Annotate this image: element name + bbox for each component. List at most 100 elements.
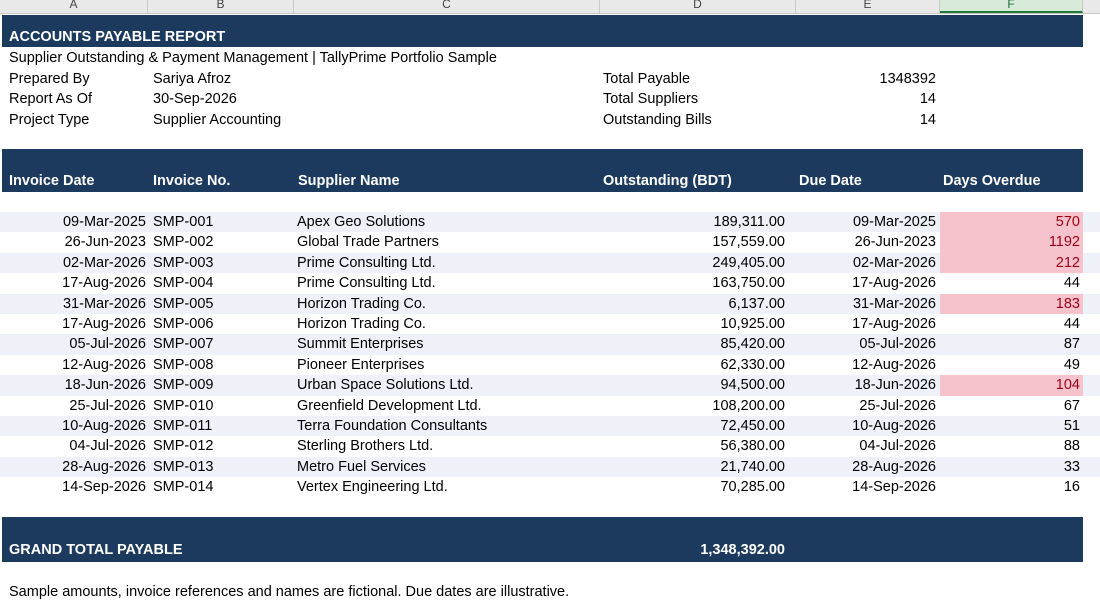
- invoice-date-cell[interactable]: 31-Mar-2026: [62, 295, 146, 312]
- days-overdue-cell[interactable]: 51: [1063, 418, 1080, 434]
- column-header-a[interactable]: A: [0, 0, 148, 13]
- header-outstanding[interactable]: Outstanding (BDT): [603, 173, 732, 189]
- days-overdue-cell[interactable]: 44: [1063, 316, 1080, 332]
- grand-total-value[interactable]: 1,348,392.00: [700, 542, 785, 558]
- outstanding-cell[interactable]: 157,559.00: [712, 234, 785, 251]
- days-overdue-cell[interactable]: 67: [1063, 397, 1080, 414]
- outstanding-cell[interactable]: 163,750.00: [712, 275, 785, 292]
- total-suppliers-value[interactable]: 14: [919, 91, 936, 107]
- invoice-date-cell[interactable]: 17-Aug-2026: [62, 316, 146, 332]
- supplier-name-cell[interactable]: Sterling Brothers Ltd.: [297, 438, 434, 455]
- invoice-no-cell[interactable]: SMP-009: [153, 377, 214, 394]
- due-date-cell[interactable]: 17-Aug-2026: [852, 275, 936, 292]
- outstanding-cell[interactable]: 94,500.00: [720, 377, 785, 394]
- days-overdue-cell[interactable]: 88: [1063, 438, 1080, 455]
- outstanding-cell[interactable]: 56,380.00: [720, 438, 785, 455]
- invoice-no-cell[interactable]: SMP-014: [153, 479, 214, 496]
- invoice-no-cell[interactable]: SMP-003: [153, 254, 214, 271]
- outstanding-cell[interactable]: 249,405.00: [712, 254, 785, 271]
- invoice-no-cell[interactable]: SMP-004: [153, 275, 214, 292]
- invoice-date-cell[interactable]: 17-Aug-2026: [62, 275, 146, 292]
- supplier-name-cell[interactable]: Greenfield Development Ltd.: [297, 397, 482, 414]
- supplier-name-cell[interactable]: Metro Fuel Services: [297, 458, 426, 475]
- invoice-no-cell[interactable]: SMP-008: [153, 356, 214, 373]
- due-date-cell[interactable]: 02-Mar-2026: [852, 254, 936, 271]
- invoice-no-cell[interactable]: SMP-012: [153, 438, 214, 455]
- days-overdue-cell[interactable]: 212: [940, 252, 1083, 274]
- invoice-no-cell[interactable]: SMP-001: [153, 214, 214, 230]
- column-header-f[interactable]: F: [940, 0, 1083, 13]
- header-days-overdue[interactable]: Days Overdue: [943, 173, 1041, 189]
- days-overdue-cell[interactable]: 44: [1063, 275, 1080, 292]
- due-date-cell[interactable]: 26-Jun-2023: [854, 234, 936, 251]
- invoice-no-cell[interactable]: SMP-002: [153, 234, 214, 251]
- invoice-date-cell[interactable]: 05-Jul-2026: [69, 336, 146, 353]
- invoice-date-cell[interactable]: 10-Aug-2026: [62, 418, 146, 434]
- outstanding-bills-value[interactable]: 14: [919, 112, 936, 128]
- header-due-date[interactable]: Due Date: [799, 173, 862, 189]
- supplier-name-cell[interactable]: Urban Space Solutions Ltd.: [297, 377, 474, 394]
- outstanding-cell[interactable]: 10,925.00: [720, 316, 785, 332]
- outstanding-cell[interactable]: 21,740.00: [720, 458, 785, 475]
- days-overdue-cell[interactable]: 33: [1063, 458, 1080, 475]
- column-header-d[interactable]: D: [600, 0, 796, 13]
- invoice-no-cell[interactable]: SMP-011: [153, 418, 213, 434]
- outstanding-cell[interactable]: 62,330.00: [720, 356, 785, 373]
- days-overdue-cell[interactable]: 16: [1063, 479, 1080, 496]
- supplier-name-cell[interactable]: Terra Foundation Consultants: [297, 418, 488, 434]
- days-overdue-cell[interactable]: 183: [940, 293, 1083, 314]
- outstanding-cell[interactable]: 70,285.00: [720, 479, 785, 496]
- days-overdue-cell[interactable]: 87: [1063, 336, 1080, 353]
- invoice-no-cell[interactable]: SMP-010: [153, 397, 214, 414]
- supplier-name-cell[interactable]: Horizon Trading Co.: [297, 316, 426, 332]
- outstanding-cell[interactable]: 108,200.00: [712, 397, 785, 414]
- column-header-c[interactable]: C: [294, 0, 600, 13]
- outstanding-cell[interactable]: 6,137.00: [728, 295, 785, 312]
- outstanding-cell[interactable]: 72,450.00: [720, 418, 785, 434]
- header-supplier-name[interactable]: Supplier Name: [298, 173, 400, 189]
- supplier-name-cell[interactable]: Global Trade Partners: [297, 234, 439, 251]
- invoice-date-cell[interactable]: 09-Mar-2025: [62, 214, 146, 230]
- supplier-name-cell[interactable]: Summit Enterprises: [297, 336, 424, 353]
- invoice-no-cell[interactable]: SMP-013: [153, 458, 214, 475]
- due-date-cell[interactable]: 05-Jul-2026: [859, 336, 936, 353]
- invoice-date-cell[interactable]: 12-Aug-2026: [62, 356, 146, 373]
- due-date-cell[interactable]: 31-Mar-2026: [852, 295, 936, 312]
- invoice-date-cell[interactable]: 28-Aug-2026: [62, 458, 146, 475]
- header-invoice-date[interactable]: Invoice Date: [9, 173, 95, 189]
- supplier-name-cell[interactable]: Apex Geo Solutions: [297, 214, 426, 230]
- invoice-no-cell[interactable]: SMP-006: [153, 316, 214, 332]
- supplier-name-cell[interactable]: Prime Consulting Ltd.: [297, 275, 436, 292]
- due-date-cell[interactable]: 28-Aug-2026: [852, 458, 936, 475]
- invoice-date-cell[interactable]: 14-Sep-2026: [62, 479, 146, 496]
- due-date-cell[interactable]: 10-Aug-2026: [852, 418, 936, 434]
- outstanding-cell[interactable]: 85,420.00: [720, 336, 785, 353]
- days-overdue-cell[interactable]: 570: [940, 212, 1083, 233]
- due-date-cell[interactable]: 17-Aug-2026: [852, 316, 936, 332]
- invoice-date-cell[interactable]: 26-Jun-2023: [64, 234, 146, 251]
- supplier-name-cell[interactable]: Horizon Trading Co.: [297, 295, 426, 312]
- invoice-no-cell[interactable]: SMP-005: [153, 295, 214, 312]
- report-as-of-value[interactable]: 30-Sep-2026: [153, 91, 237, 107]
- days-overdue-cell[interactable]: 104: [940, 375, 1083, 396]
- due-date-cell[interactable]: 04-Jul-2026: [859, 438, 936, 455]
- total-payable-value[interactable]: 1348392: [879, 71, 936, 87]
- project-type-value[interactable]: Supplier Accounting: [153, 112, 282, 128]
- prepared-by-value[interactable]: Sariya Afroz: [153, 71, 232, 87]
- supplier-name-cell[interactable]: Vertex Engineering Ltd.: [297, 479, 448, 496]
- column-header-e[interactable]: E: [796, 0, 940, 13]
- header-invoice-no[interactable]: Invoice No.: [153, 173, 231, 189]
- due-date-cell[interactable]: 25-Jul-2026: [859, 397, 936, 414]
- due-date-cell[interactable]: 18-Jun-2026: [854, 377, 936, 394]
- supplier-name-cell[interactable]: Prime Consulting Ltd.: [297, 254, 436, 271]
- invoice-date-cell[interactable]: 18-Jun-2026: [64, 377, 146, 394]
- invoice-date-cell[interactable]: 04-Jul-2026: [69, 438, 146, 455]
- column-header-b[interactable]: B: [148, 0, 294, 13]
- invoice-date-cell[interactable]: 02-Mar-2026: [62, 254, 146, 271]
- invoice-no-cell[interactable]: SMP-007: [153, 336, 214, 353]
- invoice-date-cell[interactable]: 25-Jul-2026: [69, 397, 146, 414]
- outstanding-cell[interactable]: 189,311.00: [713, 214, 786, 230]
- due-date-cell[interactable]: 12-Aug-2026: [852, 356, 936, 373]
- due-date-cell[interactable]: 14-Sep-2026: [852, 479, 936, 496]
- days-overdue-cell[interactable]: 49: [1063, 356, 1080, 373]
